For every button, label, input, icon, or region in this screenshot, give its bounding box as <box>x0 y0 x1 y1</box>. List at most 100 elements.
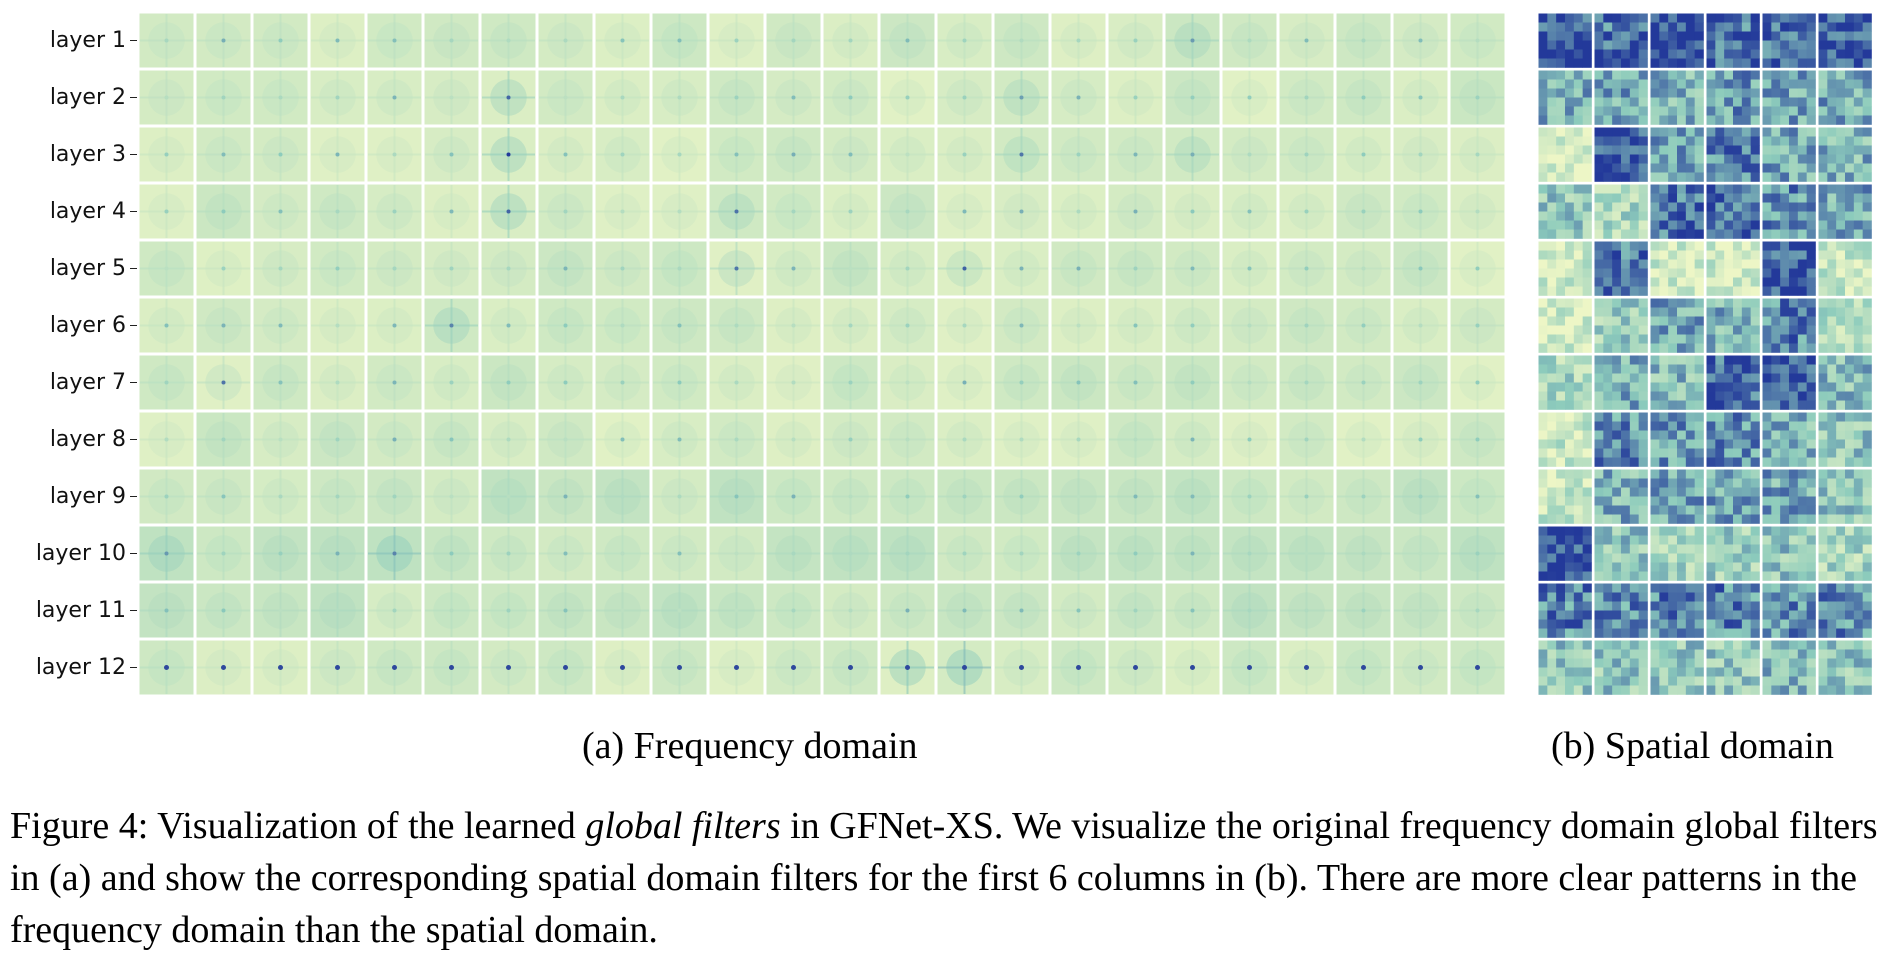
filter-center <box>905 380 910 385</box>
spatial-filter-pixel <box>1771 685 1781 695</box>
spatial-filter-pixel <box>1659 343 1669 353</box>
spatial-filter-pixel <box>1638 583 1648 593</box>
filter-center <box>164 209 169 214</box>
spatial-filter-pixel <box>1603 583 1613 593</box>
spatial-filter-pixel <box>1565 439 1575 449</box>
spatial-filter-pixel <box>1677 286 1687 296</box>
filter-center <box>1361 494 1366 499</box>
spatial-filter-pixel <box>1827 457 1837 467</box>
spatial-filter-pixel <box>1582 430 1592 440</box>
filter-center <box>1190 266 1195 271</box>
spatial-filter-pixel <box>1853 514 1863 524</box>
spatial-filter-pixel <box>1715 259 1725 269</box>
frequency-filter-cell <box>994 355 1049 410</box>
spatial-filter-pixel <box>1845 469 1855 479</box>
spatial-filter-pixel <box>1538 145 1548 155</box>
spatial-filter-pixel <box>1845 31 1855 41</box>
spatial-filter-pixel <box>1538 448 1548 458</box>
spatial-filter-pixel <box>1762 658 1772 668</box>
spatial-filter-pixel <box>1797 619 1807 629</box>
spatial-filter-pixel <box>1603 259 1613 269</box>
frequency-filter-cell <box>823 13 878 68</box>
spatial-filter-pixel <box>1694 457 1704 467</box>
spatial-filter-pixel <box>1741 373 1751 383</box>
spatial-filter-pixel <box>1762 145 1772 155</box>
layer-label: layer 9 <box>49 484 126 509</box>
spatial-filter-pixel <box>1845 373 1855 383</box>
spatial-filter-pixel <box>1547 649 1557 659</box>
spatial-filter-pixel <box>1694 535 1704 545</box>
spatial-filter-pixel <box>1715 241 1725 251</box>
spatial-filter-pixel <box>1603 685 1613 695</box>
spatial-filter-pixel <box>1594 145 1604 155</box>
spatial-filter-pixel <box>1780 382 1790 392</box>
spatial-filter-pixel <box>1806 277 1816 287</box>
spatial-filter-pixel <box>1750 40 1760 50</box>
spatial-filter-pixel <box>1762 220 1772 230</box>
spatial-filter-pixel <box>1845 364 1855 374</box>
spatial-filter-pixel <box>1797 592 1807 602</box>
spatial-filter-pixel <box>1789 115 1799 125</box>
spatial-filter-pixel <box>1603 640 1613 650</box>
frequency-filter-cell <box>1393 526 1448 581</box>
spatial-filter-pixel <box>1694 601 1704 611</box>
spatial-filter-pixel <box>1621 31 1631 41</box>
spatial-filter-pixel <box>1694 145 1704 155</box>
spatial-filter-pixel <box>1706 439 1716 449</box>
spatial-filter-pixel <box>1538 649 1548 659</box>
spatial-filter-pixel <box>1797 364 1807 374</box>
filter-center <box>164 608 169 613</box>
spatial-filter-pixel <box>1659 448 1669 458</box>
frequency-filter-cell <box>652 583 707 638</box>
filter-center <box>791 437 796 442</box>
spatial-filter-pixel <box>1706 685 1716 695</box>
filter-center <box>677 494 682 499</box>
frequency-filter-cell <box>310 640 365 695</box>
filter-center <box>1361 152 1366 157</box>
spatial-filter-pixel <box>1724 250 1734 260</box>
layer-label: layer 6 <box>49 313 126 338</box>
filter-center <box>734 608 739 613</box>
spatial-filter-pixel <box>1603 127 1613 137</box>
filter-center <box>449 323 454 328</box>
spatial-filter-pixel <box>1650 325 1660 335</box>
spatial-filter-pixel <box>1853 601 1863 611</box>
frequency-filter-cell <box>880 127 935 182</box>
spatial-filter-pixel <box>1556 391 1566 401</box>
frequency-filter-cell <box>595 355 650 410</box>
spatial-filter-pixel <box>1806 241 1816 251</box>
spatial-filter-pixel <box>1594 136 1604 146</box>
spatial-filter-pixel <box>1715 40 1725 50</box>
spatial-filter-pixel <box>1694 49 1704 59</box>
frequency-filter-cell <box>1051 355 1106 410</box>
spatial-filter-pixel <box>1789 145 1799 155</box>
spatial-filter-pixel <box>1715 430 1725 440</box>
spatial-filter-pixel <box>1594 382 1604 392</box>
spatial-filter-pixel <box>1750 391 1760 401</box>
spatial-filter-pixel <box>1629 154 1639 164</box>
filter-center <box>677 38 682 43</box>
frequency-filter-cell <box>196 298 251 353</box>
spatial-filter-pixel <box>1638 400 1648 410</box>
spatial-filter-pixel <box>1762 298 1772 308</box>
frequency-filter-cell <box>538 526 593 581</box>
spatial-filter-pixel <box>1715 535 1725 545</box>
spatial-filter-pixel <box>1594 31 1604 41</box>
filter-center <box>962 665 967 670</box>
spatial-filter-pixel <box>1750 211 1760 221</box>
spatial-filter-pixel <box>1659 31 1669 41</box>
spatial-filter-pixel <box>1806 97 1816 107</box>
spatial-filter-pixel <box>1603 202 1613 212</box>
filter-center <box>1304 494 1309 499</box>
spatial-filter-pixel <box>1603 172 1613 182</box>
spatial-filter-pixel <box>1741 457 1751 467</box>
spatial-filter-pixel <box>1780 553 1790 563</box>
spatial-filter-pixel <box>1762 526 1772 536</box>
spatial-filter-pixel <box>1621 22 1631 32</box>
spatial-filter-pixel <box>1582 220 1592 230</box>
spatial-filter-pixel <box>1862 583 1872 593</box>
spatial-filter-pixel <box>1733 649 1743 659</box>
spatial-filter-pixel <box>1797 298 1807 308</box>
spatial-filter-pixel <box>1818 649 1828 659</box>
spatial-filter-pixel <box>1650 13 1660 23</box>
